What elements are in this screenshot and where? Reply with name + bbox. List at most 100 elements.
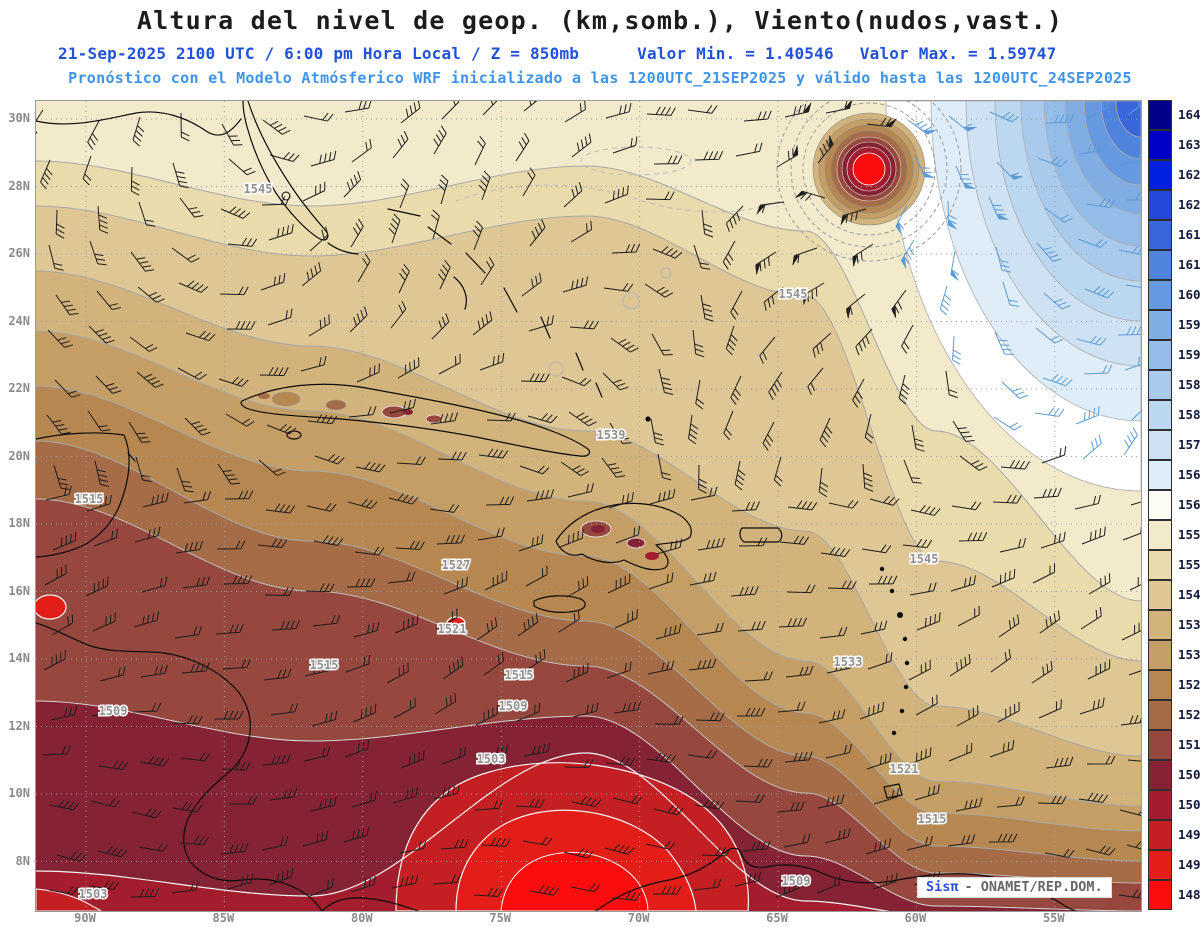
wind-barb — [258, 459, 286, 477]
wind-barb — [484, 570, 508, 591]
colorbar-value: 1515 — [1178, 737, 1200, 752]
wind-barb — [477, 527, 505, 541]
wind-barb — [130, 251, 155, 272]
wind-barb — [300, 355, 327, 372]
contour-label: 1545 — [244, 182, 273, 196]
wind-barb — [694, 150, 724, 161]
wind-barb — [516, 702, 541, 722]
wind-barb — [612, 136, 638, 154]
wind-barb — [559, 529, 584, 548]
wind-barb — [776, 801, 805, 813]
wind-barb — [563, 182, 583, 208]
wind-barb — [474, 799, 503, 811]
wind-barb — [901, 324, 914, 354]
wind-barb — [44, 564, 67, 586]
wind-barb — [480, 256, 495, 286]
wind-barb — [891, 289, 907, 319]
wind-barb — [216, 540, 246, 550]
colorbar-value: 1533 — [1178, 647, 1200, 662]
wind-barb — [818, 467, 829, 498]
wind-barb — [47, 329, 74, 348]
wind-barb — [129, 336, 158, 352]
wind-barb — [388, 493, 419, 505]
wind-barb — [1126, 840, 1141, 852]
wind-barb — [344, 101, 372, 113]
wind-barb — [730, 375, 742, 406]
wind-barb — [174, 625, 202, 639]
wind-barb — [648, 572, 674, 590]
wind-barb — [263, 668, 292, 681]
wind-barb — [132, 702, 162, 713]
wind-barb — [429, 504, 460, 513]
wind-barb — [651, 333, 673, 356]
wind-barb — [955, 797, 983, 812]
wind-barb — [696, 622, 724, 636]
wind-barb — [349, 306, 368, 333]
wind-barb — [566, 576, 589, 598]
wind-barb — [999, 537, 1027, 553]
wind-barb — [85, 576, 109, 597]
wind-barb — [51, 613, 74, 636]
colorbar-value: 1503 — [1178, 797, 1200, 812]
wind-barb — [481, 837, 511, 847]
wind-barb — [565, 662, 589, 683]
wind-barb — [895, 204, 908, 235]
wind-barb — [175, 540, 203, 554]
colorbar-value: 1485 — [1178, 887, 1200, 902]
wind-barb — [391, 874, 419, 889]
wind-barb — [521, 272, 542, 297]
wind-barb — [172, 801, 203, 813]
wind-barb — [357, 253, 371, 283]
wind-barb — [735, 142, 763, 157]
wind-barb — [515, 132, 530, 162]
colorbar-segment — [1148, 310, 1172, 340]
wind-barb — [657, 453, 672, 481]
wind-barb — [268, 868, 294, 886]
wind-barb — [687, 104, 718, 114]
wind-barb — [306, 502, 337, 512]
wind-barb — [136, 371, 164, 388]
wind-barb — [825, 101, 853, 114]
wind-barb — [141, 576, 168, 593]
wind-barb — [652, 246, 683, 259]
wind-barb — [1040, 531, 1066, 549]
northeast-ridge-bands — [885, 101, 1141, 492]
hurricane — [776, 101, 962, 262]
wind-barb — [1032, 563, 1055, 584]
wind-barb — [400, 750, 425, 769]
wind-barb — [614, 609, 638, 629]
wind-barb — [184, 417, 211, 436]
wind-barb — [701, 209, 714, 238]
wind-barb — [474, 135, 486, 166]
wind-barb — [915, 694, 938, 716]
wind-barb — [859, 701, 885, 720]
wind-barb — [312, 614, 341, 627]
wind-barb — [482, 101, 501, 116]
wind-barb — [695, 379, 705, 410]
wind-barb — [689, 571, 717, 586]
wind-barb — [87, 120, 100, 150]
wind-barb — [903, 459, 922, 484]
wind-barb — [571, 796, 602, 808]
wind-barb — [48, 244, 64, 271]
wind-barb — [872, 872, 898, 890]
wind-barb — [386, 662, 409, 684]
wind-barb — [55, 209, 65, 239]
wind-barb — [268, 223, 294, 241]
wind-barb — [441, 101, 460, 120]
wind-barb — [1121, 620, 1141, 641]
wind-barb — [736, 707, 766, 717]
wind-barb — [603, 282, 634, 292]
lat-label: 18N — [8, 516, 30, 530]
band-1485-blob — [500, 851, 649, 911]
wind-barb — [394, 614, 419, 634]
wind-barb — [527, 413, 558, 424]
wind-barb — [784, 751, 813, 763]
wind-barb — [900, 239, 915, 270]
graticule — [36, 101, 1141, 911]
wind-barb — [737, 620, 766, 632]
wind-barb — [776, 144, 799, 168]
wind-barb — [564, 759, 594, 768]
colorbar-segment — [1148, 400, 1172, 430]
